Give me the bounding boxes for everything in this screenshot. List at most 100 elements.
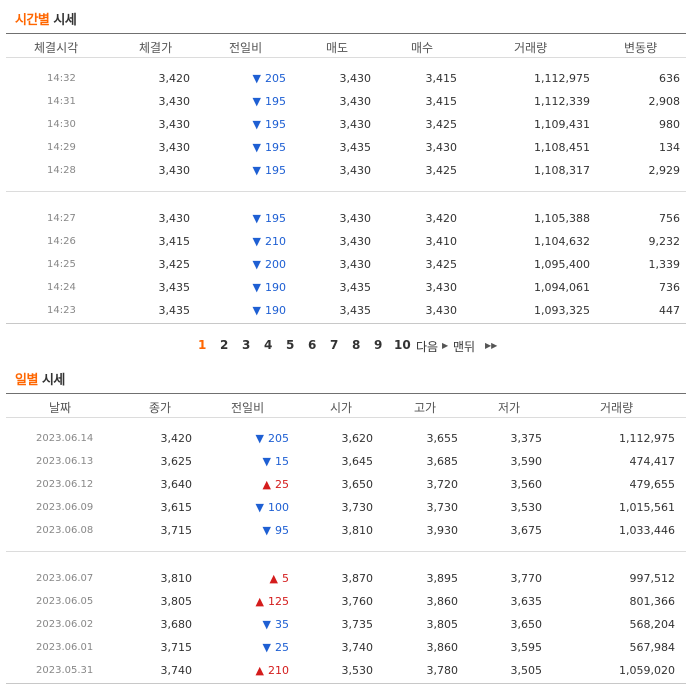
- close-cell: 3,625: [160, 455, 193, 468]
- page-link-1[interactable]: 1: [198, 338, 207, 352]
- table-row: 2023.06.02 3,680 ▼ 35 3,735 3,805 3,650 568,204: [6, 614, 686, 637]
- time-quotes-header: 체결시각 체결가 전일비 매도 매수 거래량 변동량: [6, 33, 686, 58]
- change-cell: ▼ 205: [253, 72, 286, 85]
- low-cell: 3,560: [510, 478, 543, 491]
- volume-cell: 568,204: [629, 618, 676, 631]
- bid-cell: 3,425: [425, 258, 458, 271]
- time-quotes-title-rest: 시세: [49, 13, 77, 28]
- time-cell: 14:25: [47, 259, 76, 270]
- ask-cell: 3,430: [339, 258, 372, 271]
- change-value: 210: [268, 664, 289, 677]
- page-link-4[interactable]: 4: [264, 338, 273, 352]
- close-cell: 3,715: [160, 524, 193, 537]
- page-link-8[interactable]: 8: [352, 338, 361, 352]
- change-value: 195: [265, 95, 286, 108]
- header-high: 고가: [414, 401, 437, 415]
- low-cell: 3,375: [510, 432, 543, 445]
- page-link-9[interactable]: 9: [374, 338, 383, 352]
- daily-quotes-title-highlight: 일별: [15, 373, 38, 388]
- header-price: 체결가: [139, 41, 173, 55]
- change-value: 25: [275, 478, 289, 491]
- change-value: 195: [265, 212, 286, 225]
- table-row: 2023.06.13 3,625 ▼ 15 3,645 3,685 3,590 474,417: [6, 451, 686, 474]
- bid-cell: 3,420: [425, 212, 458, 225]
- triangle-down-icon: ▼: [252, 164, 261, 177]
- high-cell: 3,860: [426, 641, 459, 654]
- open-cell: 3,730: [341, 501, 374, 514]
- delta-cell: 756: [659, 212, 680, 225]
- close-cell: 3,740: [160, 664, 193, 677]
- next-page-link[interactable]: 다음: [416, 338, 438, 355]
- high-cell: 3,655: [426, 432, 459, 445]
- change-value: 35: [275, 618, 289, 631]
- open-cell: 3,810: [341, 524, 374, 537]
- header-low: 저가: [498, 401, 521, 415]
- triangle-down-icon: ▼: [262, 641, 271, 654]
- bid-cell: 3,430: [425, 281, 458, 294]
- bid-cell: 3,415: [425, 95, 458, 108]
- low-cell: 3,770: [510, 572, 543, 585]
- ask-cell: 3,435: [339, 281, 372, 294]
- table-row: 2023.06.12 3,640 ▲ 25 3,650 3,720 3,560 479,655: [6, 474, 686, 497]
- volume-cell: 474,417: [629, 455, 676, 468]
- change-value: 200: [265, 258, 286, 271]
- header-change: 전일비: [231, 401, 265, 415]
- triangle-down-icon: ▼: [252, 258, 261, 271]
- header-delta: 변동량: [624, 41, 658, 55]
- volume-cell: 1,095,400: [534, 258, 590, 271]
- change-cell: ▼ 95: [263, 524, 289, 537]
- header-ask: 매도: [326, 41, 349, 55]
- date-cell: 2023.06.05: [36, 596, 94, 607]
- daily-quotes-title: 일별 시세: [15, 369, 65, 388]
- volume-cell: 1,059,020: [619, 664, 675, 677]
- change-cell: ▼ 210: [253, 235, 286, 248]
- time-cell: 14:23: [47, 305, 76, 316]
- volume-cell: 1,104,632: [534, 235, 590, 248]
- page-link-10[interactable]: 10: [394, 338, 411, 352]
- price-cell: 3,420: [158, 72, 191, 85]
- header-date: 날짜: [49, 401, 72, 415]
- table-row: 2023.05.31 3,740 ▲ 210 3,530 3,780 3,505 1,059,…: [6, 660, 686, 683]
- date-cell: 2023.06.13: [36, 456, 94, 467]
- change-cell: ▼ 15: [263, 455, 289, 468]
- change-value: 195: [265, 164, 286, 177]
- page-link-7[interactable]: 7: [330, 338, 339, 352]
- group-divider: [6, 191, 686, 192]
- header-open: 시가: [330, 401, 353, 415]
- last-page-label: 맨뒤: [453, 340, 476, 354]
- daily-quotes-title-rest: 시세: [37, 373, 65, 388]
- close-cell: 3,615: [160, 501, 193, 514]
- delta-cell: 134: [659, 141, 680, 154]
- low-cell: 3,635: [510, 595, 543, 608]
- high-cell: 3,930: [426, 524, 459, 537]
- triangle-down-icon: ▼: [252, 141, 261, 154]
- change-cell: ▼ 195: [253, 212, 286, 225]
- page-link-2[interactable]: 2: [220, 338, 229, 352]
- time-cell: 14:27: [47, 213, 76, 224]
- volume-cell: 1,094,061: [534, 281, 590, 294]
- price-cell: 3,430: [158, 141, 191, 154]
- change-value: 205: [265, 72, 286, 85]
- volume-cell: 1,112,975: [619, 432, 675, 445]
- page-link-3[interactable]: 3: [242, 338, 251, 352]
- triangle-down-icon: ▼: [252, 304, 261, 317]
- high-cell: 3,860: [426, 595, 459, 608]
- header-bid: 매수: [411, 41, 434, 55]
- last-page-link[interactable]: 맨뒤: [453, 338, 475, 355]
- table-row: 14:32 3,420 ▼ 205 3,430 3,415 1,112,975 636: [6, 68, 686, 91]
- low-cell: 3,505: [510, 664, 543, 677]
- ask-cell: 3,430: [339, 235, 372, 248]
- change-cell: ▼ 195: [253, 95, 286, 108]
- page-link-5[interactable]: 5: [286, 338, 295, 352]
- price-cell: 3,425: [158, 258, 191, 271]
- bid-cell: 3,430: [425, 141, 458, 154]
- next-page-label: 다음: [416, 340, 439, 354]
- volume-cell: 997,512: [629, 572, 676, 585]
- page-link-6[interactable]: 6: [308, 338, 317, 352]
- price-cell: 3,430: [158, 95, 191, 108]
- bid-cell: 3,410: [425, 235, 458, 248]
- high-cell: 3,730: [426, 501, 459, 514]
- time-cell: 14:31: [47, 96, 76, 107]
- double-triangle-right-icon: ▶▶: [485, 341, 498, 350]
- price-cell: 3,415: [158, 235, 191, 248]
